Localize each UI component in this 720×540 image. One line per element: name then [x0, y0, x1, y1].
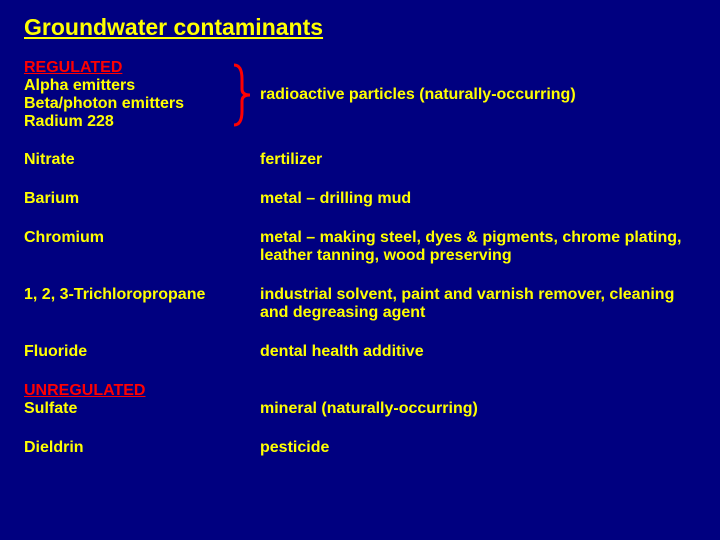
contaminant-name: Sulfate — [24, 400, 260, 418]
table-row: Nitrate fertilizer — [24, 151, 696, 169]
unregulated-header: UNREGULATED — [24, 382, 260, 400]
contaminant-desc: metal – drilling mud — [260, 190, 696, 208]
regulated-header: REGULATED — [24, 59, 224, 77]
table-row: Chromium metal – making steel, dyes & pi… — [24, 229, 696, 265]
contaminant-desc: pesticide — [260, 439, 696, 457]
contaminant-name: Barium — [24, 190, 260, 208]
grouped-desc: radioactive particles (naturally-occurri… — [260, 86, 696, 104]
contaminant-desc: industrial solvent, paint and varnish re… — [260, 286, 696, 322]
contaminant-desc: mineral (naturally-occurring) — [260, 400, 696, 418]
grouped-item: Beta/photon emitters — [24, 95, 224, 113]
contaminant-name: Dieldrin — [24, 439, 260, 457]
grouped-item: Radium 228 — [24, 113, 224, 131]
table-row: 1, 2, 3-Trichloropropane industrial solv… — [24, 286, 696, 322]
contaminant-name: Fluoride — [24, 343, 260, 361]
contaminant-name: Nitrate — [24, 151, 260, 169]
contaminant-desc: dental health additive — [260, 343, 696, 361]
contaminant-name: 1, 2, 3-Trichloropropane — [24, 286, 260, 304]
table-row: Barium metal – drilling mud — [24, 190, 696, 208]
regulated-left-col: REGULATED Alpha emitters Beta/photon emi… — [24, 59, 224, 131]
table-row: Dieldrin pesticide — [24, 439, 696, 457]
table-row: Fluoride dental health additive — [24, 343, 696, 361]
unregulated-left: UNREGULATED Sulfate — [24, 382, 260, 418]
grouped-item: Alpha emitters — [24, 77, 224, 95]
page-title: Groundwater contaminants — [24, 14, 696, 41]
contaminant-desc: fertilizer — [260, 151, 696, 169]
contaminant-desc: metal – making steel, dyes & pigments, c… — [260, 229, 696, 265]
brace-icon — [224, 63, 260, 127]
contaminant-name: Chromium — [24, 229, 260, 247]
regulated-grouped-block: REGULATED Alpha emitters Beta/photon emi… — [24, 59, 696, 131]
table-row: UNREGULATED Sulfate mineral (naturally-o… — [24, 382, 696, 418]
